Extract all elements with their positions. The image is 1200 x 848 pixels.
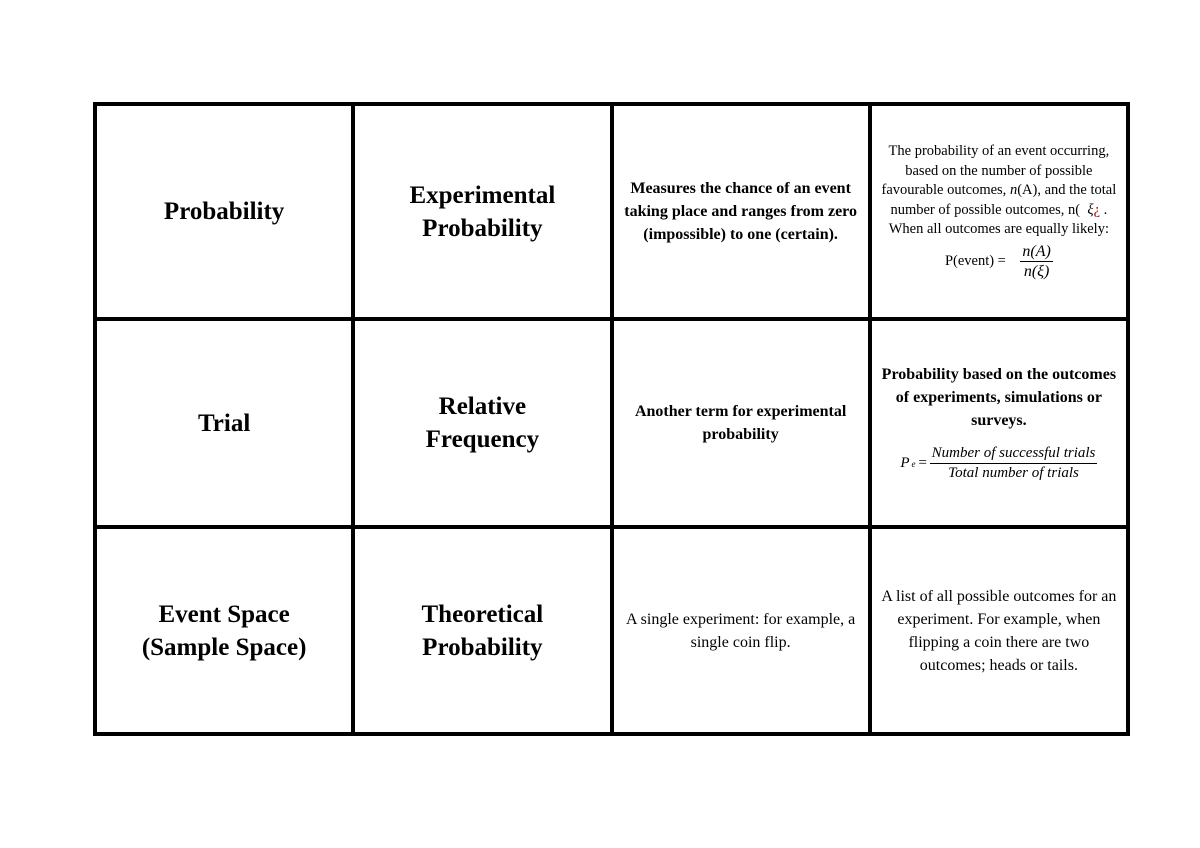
text: (A), and the total number of possible ou…	[890, 182, 1117, 218]
definition-text: A single experiment: for example, a sing…	[625, 610, 856, 651]
text: ¿	[1093, 201, 1101, 218]
card-term: Probability	[92, 102, 356, 321]
definition-text: Probability based on the outcomes of exp…	[881, 366, 1117, 429]
term-text: Relative	[438, 393, 527, 420]
table-row: Trial Relative Frequency Another term for…	[92, 317, 1131, 529]
text: The probability of an event occurring, b…	[881, 143, 1110, 199]
term-text: Trial	[197, 409, 251, 437]
formula-numerator: n(A)	[1020, 242, 1053, 262]
formula-subscript: e	[911, 458, 916, 469]
card-term: Event Space (Sample Space)	[92, 525, 356, 736]
card-term: Theoretical Probability	[351, 525, 614, 736]
table-row: Event Space (Sample Space) Theoretical Pro…	[92, 525, 1131, 736]
term-text: Experimental	[409, 181, 556, 209]
formula-equals: =	[917, 455, 928, 471]
card-term: Experimental Probability	[351, 102, 614, 321]
card-definition: Probability based on the outcomes of exp…	[867, 317, 1131, 529]
formula-denominator: Total number of trials	[948, 465, 1079, 481]
definition-text: Another term for experimental probabilit…	[634, 403, 847, 443]
term-text: (Sample Space)	[141, 633, 307, 661]
definition-text: The probability of an event occurring, b…	[878, 142, 1120, 281]
term-text: Event Space	[158, 600, 290, 628]
term-text: Probability	[422, 633, 543, 661]
table-row: Probability Experimental Probability Meas…	[92, 102, 1131, 321]
formula-denominator: n(ξ)	[1023, 262, 1050, 280]
text: .	[1100, 201, 1108, 218]
text: n	[1009, 182, 1018, 199]
term-text: Theoretical	[421, 600, 544, 628]
formula-numerator: Number of successful trials	[929, 444, 1098, 464]
card-definition: A list of all possible outcomes for an e…	[867, 525, 1131, 736]
definition-text: A list of all possible outcomes for an e…	[881, 587, 1117, 674]
probability-card-table: Probability Experimental Probability Meas…	[92, 102, 1131, 736]
term-text: Probability	[422, 214, 543, 242]
text: When all outcomes are equally likely:	[888, 221, 1109, 238]
card-definition: A single experiment: for example, a sing…	[609, 525, 872, 736]
formula-lhs: P(event) =	[944, 252, 1010, 269]
probability-formula: P(event) = n(A) n(ξ)	[878, 242, 1120, 281]
term-text: Frequency	[425, 426, 540, 453]
card-definition: Another term for experimental probabilit…	[609, 317, 872, 529]
card-term: Trial	[92, 317, 356, 529]
card-definition: Measures the chance of an event taking p…	[609, 102, 872, 321]
text: ξ	[1087, 201, 1094, 218]
definition-text: Measures the chance of an event taking p…	[624, 180, 857, 243]
card-definition: The probability of an event occurring, b…	[867, 102, 1131, 321]
formula-lhs: P	[900, 455, 910, 471]
term-text: Probability	[163, 198, 285, 225]
card-term: Relative Frequency	[351, 317, 614, 529]
